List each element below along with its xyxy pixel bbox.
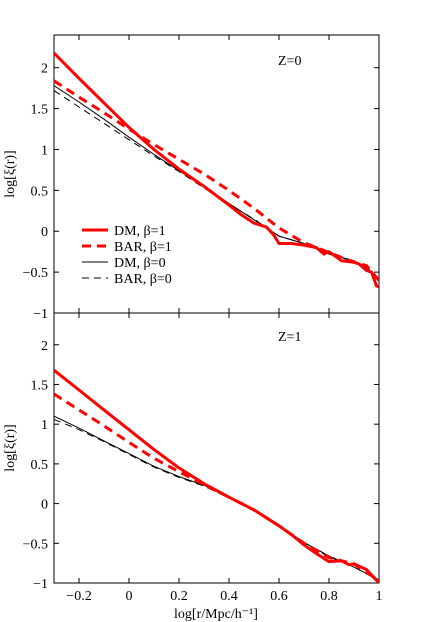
panel-top-ytick-labels: −1 −0.5 0 0.5 1 1.5 2 [23, 62, 48, 322]
ytick-label: 1.5 [31, 378, 49, 393]
xtick-label: 0.6 [270, 589, 288, 604]
panel-top-frame [53, 34, 380, 314]
ytick-label: −0.5 [23, 537, 48, 552]
panel-top: −1−0.500.511.52 Z=0 log[ξ(r)] DM, β=1BAR… [3, 34, 380, 322]
panel-top-ticks [54, 35, 380, 314]
xtick-label: 0.8 [320, 589, 338, 604]
legend-label: DM, β=1 [114, 224, 166, 239]
ytick-label: −0.5 [23, 266, 48, 281]
xtick-label: 0 [126, 589, 133, 604]
legend-label: BAR, β=0 [114, 272, 172, 287]
ytick-label: 0.5 [31, 184, 49, 199]
ytick-label: 0.5 [31, 458, 49, 473]
panel-bottom-label: Z=1 [278, 330, 301, 345]
legend-label: DM, β=0 [114, 256, 166, 271]
panel-bottom-frame [53, 312, 380, 584]
ytick-label: −1 [33, 577, 48, 592]
panel-bottom-ticks [54, 313, 380, 584]
ytick-label: 2 [41, 62, 48, 77]
ytick-label: 0 [41, 225, 48, 240]
xtick-label: −0.2 [66, 589, 91, 604]
ytick-label: 1 [41, 418, 48, 433]
x-axis-label: log[r/Mpc/h⁻¹] [174, 607, 258, 622]
xtick-label: 0.4 [220, 589, 238, 604]
ytick-label: 2 [41, 339, 48, 354]
panel-bottom-ylabel: log[ξ(r)] [3, 424, 18, 471]
xtick-label: 0.2 [170, 589, 188, 604]
panel-top-series [54, 51, 379, 289]
ytick-label: 1 [41, 143, 48, 158]
xtick-label: 1 [376, 589, 383, 604]
ytick-label: 1.5 [31, 103, 49, 118]
ytick-label: 0 [41, 498, 48, 513]
panel-top-label: Z=0 [278, 54, 301, 69]
series-line [54, 369, 379, 583]
panel-top-ylabel: log[ξ(r)] [3, 150, 18, 197]
ytick-label: −1 [33, 307, 48, 322]
series-line [54, 51, 379, 289]
panel-bottom-xtick-labels: −0.2 0 0.2 0.4 0.6 0.8 1 [66, 589, 382, 604]
panel-bottom-ytick-labels: −1 −0.5 0 0.5 1 1.5 2 [23, 339, 48, 592]
panel-bottom: −1 −0.5 0 0.5 1 1.5 2 −0.2 0 0.2 0.4 0.6 0.8 1 Z=1 l… [3, 312, 383, 622]
panel-bottom-series [54, 369, 379, 583]
legend-label: BAR, β=1 [114, 240, 172, 255]
